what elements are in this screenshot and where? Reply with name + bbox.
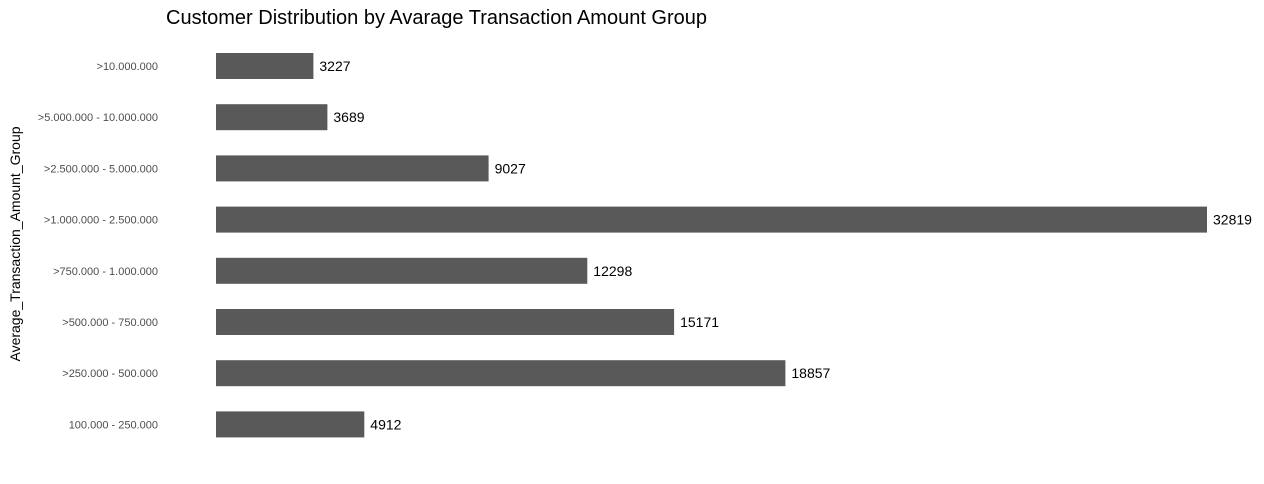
y-tick-label: >2.500.000 - 5.000.000: [44, 163, 158, 175]
data-label: 18857: [791, 365, 830, 381]
bar: [216, 360, 786, 387]
data-label: 9027: [495, 160, 526, 176]
bar: [216, 309, 675, 335]
bar: [216, 411, 365, 438]
y-ticks-group: >10.000.000 >5.000.000 - 10.000.000 >2.500…: [38, 61, 158, 431]
bar: [216, 155, 489, 182]
data-label: 3227: [319, 58, 350, 74]
bar: [216, 206, 1207, 233]
bar: [216, 257, 588, 284]
data-label: 15171: [680, 314, 719, 330]
bars-group: [216, 53, 1207, 438]
y-tick-label: >750.000 - 1.000.000: [53, 266, 158, 278]
y-tick-label: >250.000 - 500.000: [62, 368, 158, 380]
y-tick-label: 100.000 - 250.000: [69, 419, 158, 431]
data-label: 3689: [333, 109, 364, 125]
chart-title: Customer Distribution by Avarage Transac…: [166, 7, 707, 29]
data-label: 12298: [593, 263, 632, 279]
data-label: 4912: [370, 416, 401, 432]
bar: [216, 53, 314, 79]
data-labels-group: 3227 3689 9027 32819 12298 15171 18857 4912: [319, 58, 1252, 432]
y-tick-label: >1.000.000 - 2.500.000: [44, 215, 158, 227]
y-axis-label: Average_Transaction_Amount_Group: [7, 126, 23, 361]
data-label: 32819: [1213, 212, 1252, 228]
y-tick-label: >10.000.000: [97, 61, 158, 73]
y-tick-label: >500.000 - 750.000: [62, 317, 158, 329]
y-tick-label: >5.000.000 - 10.000.000: [38, 112, 158, 124]
bar: [216, 104, 328, 131]
